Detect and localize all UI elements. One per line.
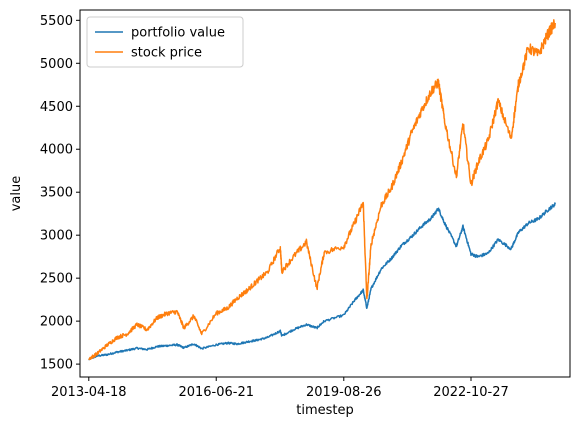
series-line-stock-price [88, 19, 556, 361]
y-tick-label: 2500 [40, 272, 73, 287]
plot-frame [79, 9, 571, 378]
x-tick-label: 2013-04-18 [51, 385, 127, 400]
y-axis: 1500 2000 2500 3000 3500 4000 4500 5000 5500 [40, 14, 80, 373]
x-tick-label: 2022-10-27 [433, 385, 509, 400]
y-tick-label: 3500 [40, 186, 73, 201]
y-tick-label: 2000 [40, 315, 73, 330]
series-layer [88, 19, 556, 361]
x-tick-label: 2016-06-21 [178, 385, 254, 400]
legend: portfolio value stock price [86, 16, 244, 68]
y-axis-title: value [9, 176, 24, 212]
y-tick-label: 5000 [40, 57, 73, 72]
y-tick-label: 4500 [40, 100, 73, 115]
series-line-portfolio-value [88, 202, 556, 361]
legend-label: stock price [131, 46, 202, 61]
x-tick-label: 2019-08-26 [306, 385, 382, 400]
y-tick-label: 1500 [40, 358, 73, 373]
legend-label: portfolio value [131, 26, 225, 41]
x-axis: 2013-04-18 2016-06-21 2019-08-26 2022-10-27 [51, 377, 509, 400]
y-tick-label: 5500 [40, 14, 73, 29]
y-tick-label: 4000 [40, 143, 73, 158]
legend-box [86, 16, 244, 68]
x-axis-title: timestep [296, 403, 354, 418]
y-tick-label: 3000 [40, 229, 73, 244]
